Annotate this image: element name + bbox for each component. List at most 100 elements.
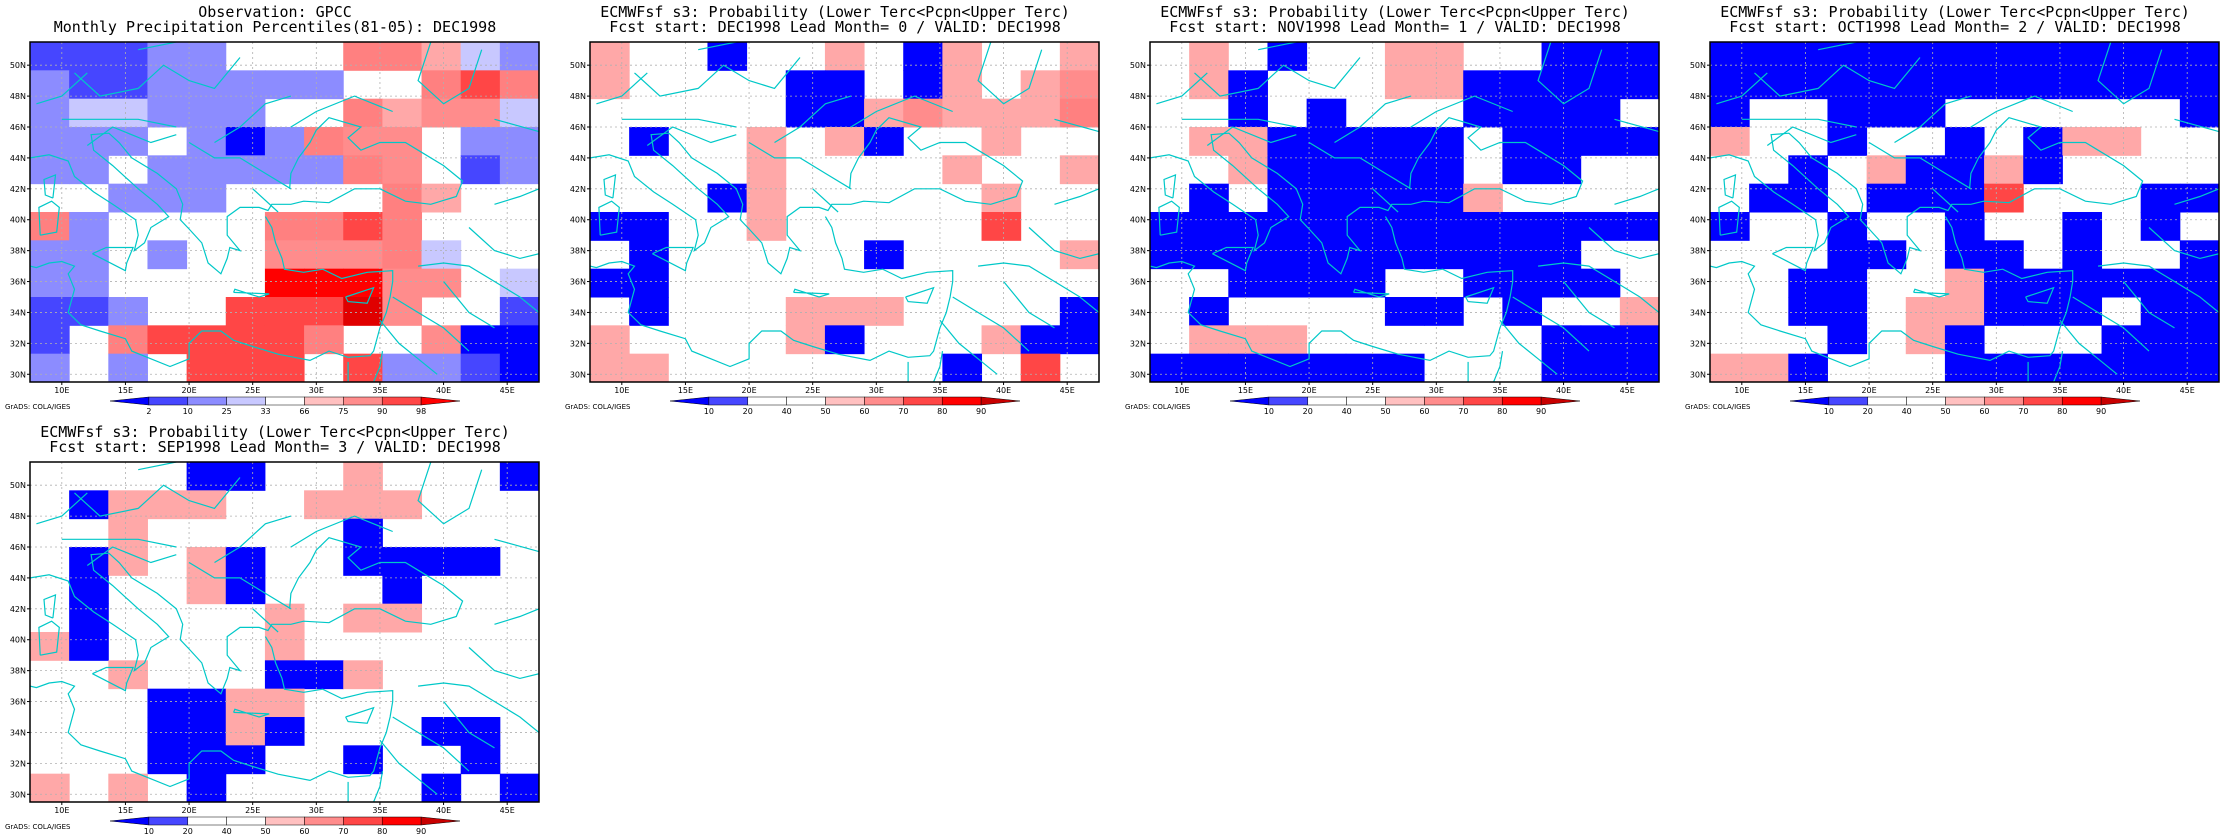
grid-cell bbox=[69, 70, 109, 100]
coastline bbox=[652, 246, 694, 272]
grid-cell bbox=[186, 547, 227, 576]
grid-cell bbox=[2023, 127, 2063, 156]
grid-cell bbox=[499, 42, 540, 71]
lon-tick-label: 35E bbox=[932, 386, 947, 395]
colorbar-label: 80 bbox=[2057, 407, 2067, 416]
grid-cell bbox=[1502, 127, 1543, 156]
grid-cell bbox=[1541, 155, 1582, 185]
coastline bbox=[978, 262, 1099, 313]
colorbar-label: 50 bbox=[260, 827, 270, 836]
grid-cell bbox=[264, 70, 305, 100]
coastline bbox=[30, 216, 394, 368]
grid-cell bbox=[186, 183, 227, 213]
lat-tick-label: 40N bbox=[570, 216, 586, 225]
grid-cell bbox=[382, 98, 423, 128]
grid-cell bbox=[499, 155, 540, 185]
grid-cell bbox=[1866, 155, 1907, 185]
colorbar-segment bbox=[381, 396, 422, 406]
colorbar-label: 50 bbox=[1940, 407, 1950, 416]
grid-cell bbox=[186, 353, 227, 383]
grid-cell bbox=[30, 98, 70, 128]
grid-cell bbox=[421, 547, 462, 576]
lon-tick-label: 25E bbox=[1365, 386, 1380, 395]
grid-cell bbox=[2023, 42, 2063, 71]
colorbar-segment bbox=[265, 396, 305, 406]
grid-cell bbox=[2101, 42, 2142, 71]
panel-forecast-lead0: ECMWFsf s3: Probability (Lower Terc<Pcpn… bbox=[565, 0, 1105, 420]
grid-cell bbox=[382, 490, 423, 520]
panel-title-line2: Fcst start: DEC1998 Lead Month= 0 / VALI… bbox=[609, 18, 1061, 36]
colorbar-label: 70 bbox=[2018, 407, 2028, 416]
grid-cell bbox=[1788, 183, 1828, 213]
grid-cell bbox=[824, 325, 865, 355]
grid-cell bbox=[186, 42, 227, 71]
grid-cell bbox=[942, 70, 983, 100]
coastline bbox=[1710, 117, 2144, 275]
lat-tick-label: 44N bbox=[10, 574, 26, 583]
lon-tick-label: 35E bbox=[1492, 386, 1507, 395]
grid-cell bbox=[304, 660, 344, 690]
grid-cell bbox=[942, 98, 983, 128]
lon-tick-label: 35E bbox=[2052, 386, 2067, 395]
coastline bbox=[634, 57, 801, 97]
lat-tick-label: 34N bbox=[570, 308, 586, 317]
coastline bbox=[2098, 262, 2219, 313]
grid-cell bbox=[1384, 42, 1425, 71]
grid-cell bbox=[1189, 212, 1229, 241]
grid-cell bbox=[1944, 297, 1985, 326]
coastline bbox=[1710, 216, 2074, 368]
coastline bbox=[418, 262, 539, 313]
grid-cell bbox=[1267, 183, 1308, 213]
lat-tick-label: 32N bbox=[10, 759, 26, 768]
grid-cell bbox=[1384, 70, 1425, 100]
grid-cell bbox=[981, 183, 1022, 213]
panel-forecast-lead2: ECMWFsf s3: Probability (Lower Terc<Pcpn… bbox=[1685, 0, 2225, 420]
grid-cell bbox=[1189, 353, 1229, 383]
colorbar-label: 75 bbox=[338, 407, 348, 416]
grid-cell bbox=[629, 127, 669, 156]
coastline bbox=[1181, 118, 1297, 128]
colorbar-label: 2 bbox=[146, 407, 151, 416]
grid-cell bbox=[1619, 353, 1660, 383]
grid-cell bbox=[590, 353, 630, 383]
grads-credit: GrADS: COLA/IGES bbox=[5, 823, 71, 831]
grid-cell bbox=[69, 575, 109, 605]
grid-cell bbox=[2062, 353, 2103, 383]
colorbar-label: 50 bbox=[820, 407, 830, 416]
colorbar-segment bbox=[669, 396, 710, 406]
grid-cell bbox=[981, 98, 1022, 128]
grid-cell bbox=[1580, 325, 1621, 355]
coastline bbox=[1932, 188, 1959, 213]
grid-cell bbox=[382, 212, 423, 241]
grid-cell bbox=[981, 325, 1022, 355]
grid-cell bbox=[1189, 127, 1229, 156]
grid-cell bbox=[186, 155, 227, 185]
panel-title-line1: ECMWFsf s3: Probability (Lower Terc<Pcpn… bbox=[600, 3, 1070, 21]
coastline bbox=[598, 200, 620, 236]
grid-cell bbox=[343, 212, 383, 241]
colorbar-segment bbox=[1424, 396, 1464, 406]
coastline bbox=[252, 188, 279, 213]
colorbar-label: 10 bbox=[704, 407, 714, 416]
lat-tick-label: 36N bbox=[10, 698, 26, 707]
grid-cell bbox=[1866, 240, 1907, 270]
colorbar-segment bbox=[226, 816, 266, 826]
grid-cell bbox=[1749, 70, 1789, 100]
lon-tick-label: 10E bbox=[1174, 386, 1189, 395]
coastline bbox=[2053, 351, 2064, 382]
grid-cell bbox=[1905, 70, 1946, 100]
grid-cell bbox=[264, 325, 305, 355]
grid-cell bbox=[421, 70, 462, 100]
grid-cell bbox=[1905, 42, 1946, 71]
map-frame bbox=[29, 461, 540, 803]
lat-tick-label: 32N bbox=[10, 339, 26, 348]
grid-cell bbox=[1424, 297, 1464, 326]
grid-cell bbox=[186, 70, 227, 100]
grid-cell bbox=[1306, 127, 1347, 156]
grid-cell bbox=[343, 603, 383, 633]
coastline bbox=[417, 462, 483, 525]
colorbar-label: 40 bbox=[1342, 407, 1352, 416]
grid-cell bbox=[1306, 353, 1347, 383]
grid-cell bbox=[2101, 70, 2142, 100]
grid-cell bbox=[1059, 155, 1100, 185]
